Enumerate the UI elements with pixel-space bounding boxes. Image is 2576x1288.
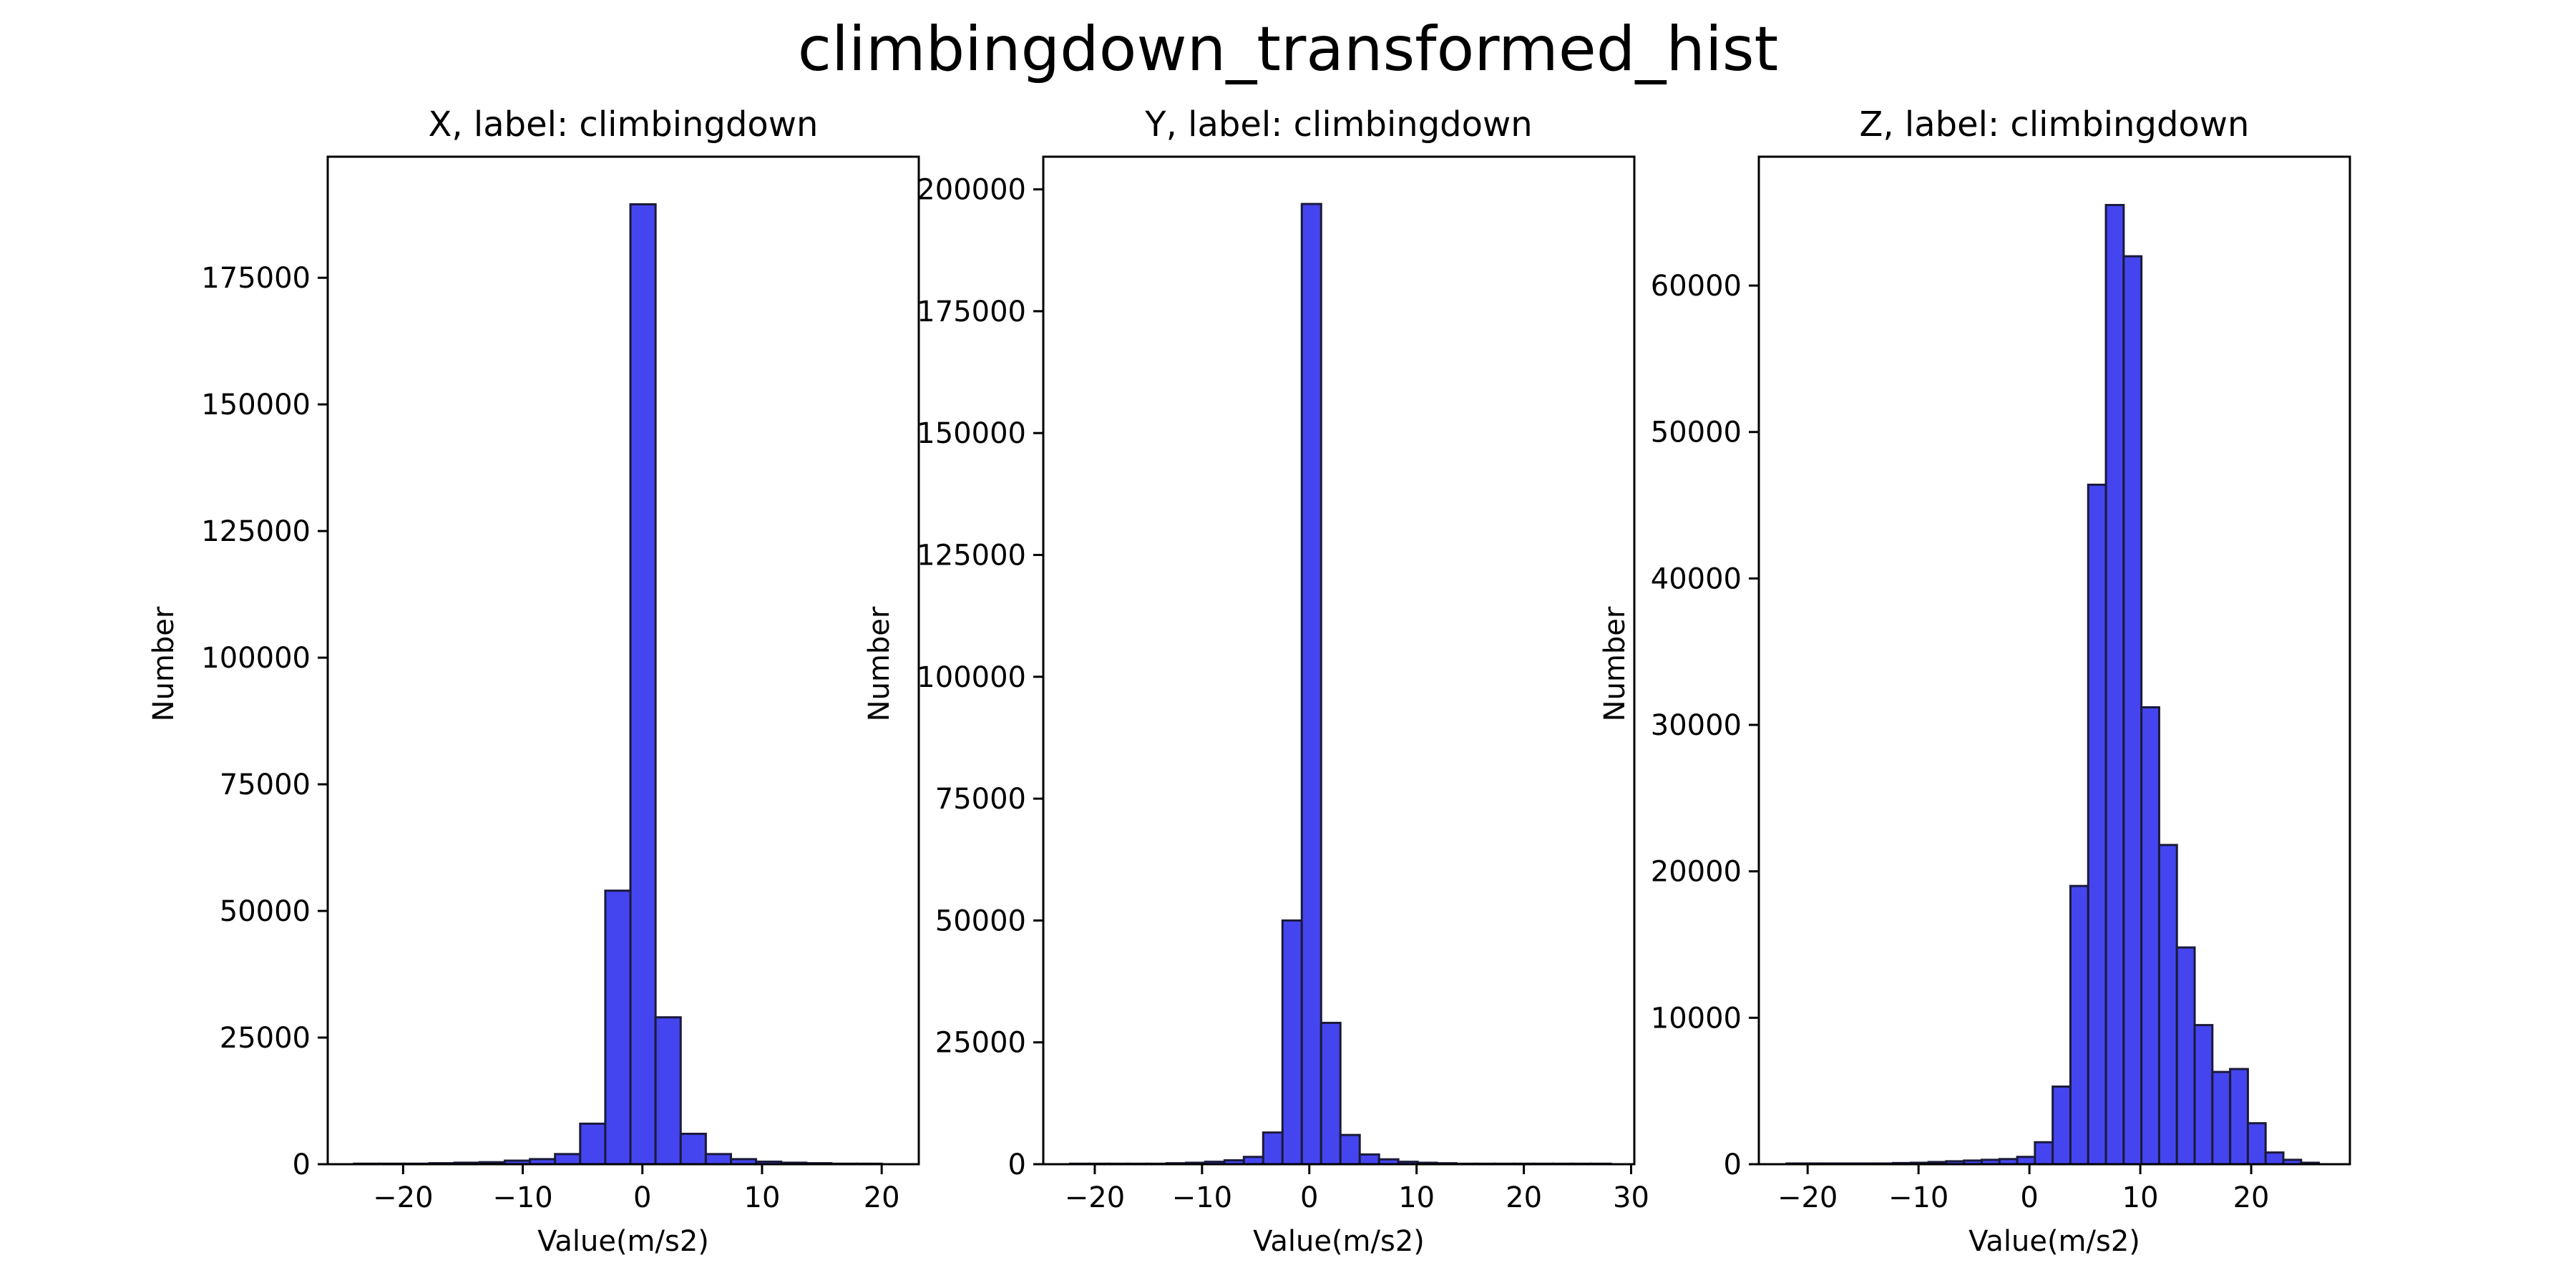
histogram-bar-z — [2034, 1141, 2054, 1166]
y-tick-label-z: 40000 — [1651, 562, 1742, 595]
x-tick-label-y: 20 — [1506, 1181, 1542, 1214]
x-tick-label-x: 10 — [744, 1181, 781, 1214]
y-tick-label-x: 150000 — [201, 389, 311, 421]
x-axis-label-z: Value(m/s2) — [1968, 1225, 2140, 1258]
y-tick-label-z: 30000 — [1651, 709, 1742, 742]
histogram-y-panel: Y, label: climbingdown Value(m/s2) Numbe… — [863, 104, 1649, 1258]
plot-frame-z — [1757, 155, 2351, 1166]
y-tick-label-x: 50000 — [220, 895, 311, 928]
x-tick-label-y: 30 — [1613, 1181, 1649, 1214]
y-tick-label-y: 175000 — [917, 296, 1026, 328]
y-ticks-z: 0 10000 20000 30000 40000 50000 60000 — [1651, 270, 1759, 1181]
x-tick-label-y: 0 — [1300, 1181, 1318, 1214]
histogram-bar-z — [2193, 1024, 2214, 1166]
histogram-bar-x — [704, 1153, 732, 1166]
x-ticks-z: −20 −10 0 10 20 — [1777, 1164, 2270, 1214]
y-axis-label-x: Number — [147, 606, 180, 721]
x-ticks-y: −20 −10 0 10 20 30 — [1065, 1164, 1649, 1214]
bars-x — [353, 203, 883, 1166]
histogram-bar-z — [2229, 1068, 2249, 1166]
y-tick-label-z: 50000 — [1651, 416, 1742, 449]
panel-title-z: Z, label: climbingdown — [1860, 104, 2250, 145]
y-tick-label-x: 175000 — [201, 262, 311, 295]
histogram-bar-z — [2246, 1122, 2267, 1166]
histogram-bar-z — [2016, 1156, 2036, 1166]
histogram-bar-z — [2157, 844, 2178, 1166]
y-ticks-x: 0 25000 50000 75000 100000 125000 150000 175000 — [201, 262, 328, 1181]
y-tick-label-y: 0 — [1008, 1148, 1026, 1181]
y-tick-label-y: 50000 — [935, 904, 1026, 937]
x-tick-label-z: 0 — [2020, 1181, 2038, 1214]
y-tick-label-z: 20000 — [1651, 856, 1742, 889]
histogram-bar-y — [1242, 1156, 1264, 1166]
histogram-bar-y — [1281, 919, 1303, 1166]
x-tick-label-x: 0 — [633, 1181, 651, 1214]
x-tick-label-x: −20 — [373, 1181, 433, 1214]
histogram-bar-x — [679, 1133, 707, 1166]
y-tick-label-y: 200000 — [917, 174, 1026, 207]
y-tick-label-y: 25000 — [935, 1027, 1026, 1060]
x-tick-label-z: 20 — [2233, 1181, 2270, 1214]
panel-title-x: X, label: climbingdown — [429, 104, 819, 145]
y-tick-label-x: 75000 — [220, 769, 311, 801]
y-tick-label-x: 25000 — [220, 1022, 311, 1055]
histogram-bar-y — [1358, 1153, 1380, 1166]
x-axis-label-x: Value(m/s2) — [537, 1225, 709, 1258]
histogram-bar-z — [2051, 1085, 2072, 1166]
histogram-x-panel: X, label: climbingdown Value(m/s2) Numbe… — [147, 104, 920, 1258]
histogram-z-panel: Z, label: climbingdown Value(m/s2) Numbe… — [1599, 104, 2351, 1258]
x-tick-label-z: −10 — [1888, 1181, 1948, 1214]
x-tick-label-z: −20 — [1777, 1181, 1838, 1214]
histogram-bar-x — [604, 889, 632, 1166]
x-ticks-x: −20 −10 0 10 20 — [373, 1164, 900, 1214]
y-ticks-y: 0 25000 50000 75000 100000 125000 150000 175000… — [917, 174, 1043, 1181]
histogram-bar-x — [554, 1153, 582, 1166]
y-tick-label-y: 100000 — [917, 661, 1026, 694]
x-tick-label-y: −10 — [1172, 1181, 1232, 1214]
y-tick-label-y: 150000 — [917, 417, 1026, 450]
histogram-bar-z — [2122, 255, 2143, 1166]
x-tick-label-x: −10 — [492, 1181, 552, 1214]
x-axis-label-y: Value(m/s2) — [1253, 1225, 1425, 1258]
histogram-bar-x — [654, 1016, 682, 1166]
histogram-bar-x — [629, 203, 657, 1166]
panel-title-y: Y, label: climbingdown — [1144, 104, 1532, 145]
histogram-bar-y — [1262, 1131, 1284, 1166]
y-tick-label-x: 0 — [293, 1148, 311, 1181]
figure-title: climbingdown_transformed_hist — [798, 14, 1779, 85]
y-tick-label-z: 10000 — [1651, 1002, 1742, 1035]
histogram-bar-z — [2175, 946, 2196, 1166]
y-tick-label-z: 60000 — [1651, 270, 1742, 303]
y-axis-label-y: Number — [863, 606, 896, 721]
plot-frame-y — [1042, 155, 1636, 1166]
histogram-bar-z — [2087, 483, 2107, 1166]
histogram-bar-z — [2211, 1070, 2232, 1166]
x-tick-label-z: 10 — [2122, 1181, 2159, 1214]
histogram-bar-z — [2264, 1151, 2285, 1166]
y-tick-label-x: 125000 — [201, 515, 311, 548]
y-tick-label-y: 125000 — [917, 540, 1026, 572]
histogram-bar-z — [2069, 884, 2089, 1166]
histogram-bar-y — [1300, 203, 1322, 1166]
histogram-bar-y — [1319, 1021, 1342, 1166]
x-tick-label-y: 10 — [1398, 1181, 1435, 1214]
x-tick-label-x: 20 — [864, 1181, 900, 1214]
y-tick-label-x: 100000 — [201, 642, 311, 675]
y-tick-label-z: 0 — [1724, 1148, 1742, 1181]
y-tick-label-y: 75000 — [935, 783, 1026, 816]
plot-frame-x — [326, 155, 920, 1166]
histogram-bar-y — [1339, 1133, 1361, 1166]
histogram-bar-x — [579, 1122, 607, 1166]
y-axis-label-z: Number — [1599, 606, 1631, 721]
histogram-bar-z — [2140, 706, 2160, 1166]
histogram-bar-z — [2104, 204, 2125, 1166]
x-tick-label-y: −20 — [1065, 1181, 1125, 1214]
